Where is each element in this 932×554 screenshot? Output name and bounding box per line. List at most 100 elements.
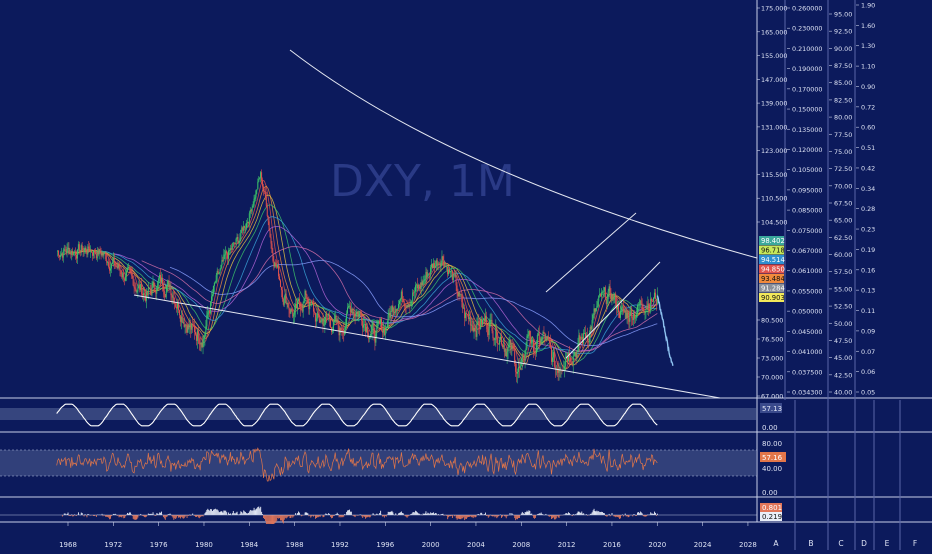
candle-body xyxy=(197,331,198,341)
price-tick-label: 123.000 xyxy=(761,147,787,155)
candle-body xyxy=(571,362,572,363)
candle-body xyxy=(122,273,123,277)
candle-body xyxy=(457,285,458,292)
candle-body xyxy=(286,294,287,304)
candle-body xyxy=(187,326,188,333)
macd-bar xyxy=(184,515,185,518)
macd-bar xyxy=(272,515,273,524)
macd-bar xyxy=(206,510,207,515)
x-tick-label: 1988 xyxy=(286,541,304,549)
macd-bar xyxy=(285,515,286,518)
candle-body xyxy=(325,314,326,317)
x-tick-label: 2012 xyxy=(558,541,576,549)
macd-bar xyxy=(215,509,216,515)
candle-body xyxy=(289,310,290,314)
candle-body xyxy=(203,337,204,339)
candle-body xyxy=(620,311,621,318)
candle-body xyxy=(180,315,181,322)
candle-body xyxy=(165,294,166,297)
candle-body xyxy=(618,304,619,312)
macd-bar xyxy=(617,515,618,517)
candle-body xyxy=(179,310,180,315)
candle-body xyxy=(537,335,538,344)
candle-body xyxy=(407,305,408,307)
macd-bar xyxy=(496,515,497,518)
macd-bar xyxy=(380,511,381,515)
candle-body xyxy=(279,276,280,280)
candle-body xyxy=(288,303,289,307)
macd-bar xyxy=(274,515,275,523)
candle-body xyxy=(355,314,356,317)
macd-bar xyxy=(602,512,603,515)
candle-body xyxy=(408,304,409,307)
scale-tick-label: 95.00 xyxy=(834,11,852,19)
candle-body xyxy=(335,316,336,320)
candle-body xyxy=(362,321,363,328)
candle-body xyxy=(636,315,637,318)
macd-bar xyxy=(362,515,363,518)
candle-body xyxy=(200,344,201,345)
candle-body xyxy=(418,285,419,288)
candle-body xyxy=(256,189,257,190)
macd-bar xyxy=(222,513,223,515)
candle-body xyxy=(529,331,530,336)
macd-bar xyxy=(523,513,524,515)
column-label: B xyxy=(808,539,813,548)
macd-bar xyxy=(310,515,311,518)
macd-bar xyxy=(551,515,552,519)
candle-body xyxy=(567,357,568,361)
scale-tick-label: 1.30 xyxy=(861,42,875,50)
macd-bar xyxy=(533,515,534,518)
candle-body xyxy=(288,307,289,309)
macd-bar xyxy=(594,509,595,515)
price-tick-label: 115.500 xyxy=(761,171,787,179)
candle-body xyxy=(125,276,126,281)
candle-body xyxy=(363,325,364,328)
candle-body xyxy=(313,303,314,311)
candle-body xyxy=(433,263,434,268)
candle-body xyxy=(159,275,160,278)
price-tick-label: 80.500 xyxy=(761,317,783,325)
macd-bar xyxy=(222,511,223,515)
candle-body xyxy=(502,344,503,347)
macd-bar xyxy=(337,513,338,515)
candle-body xyxy=(169,287,170,288)
candle-body xyxy=(101,253,102,255)
macd-bar xyxy=(597,511,598,515)
candle-body xyxy=(132,273,133,276)
candle-body xyxy=(548,337,549,339)
candle-body xyxy=(127,268,128,271)
candle-body xyxy=(415,285,416,291)
candle-body xyxy=(198,331,199,339)
candle-body xyxy=(633,314,634,320)
candle-body xyxy=(453,275,454,280)
candle-body xyxy=(196,334,197,340)
candle-body xyxy=(361,313,362,321)
macd-bar xyxy=(306,512,307,515)
candle-body xyxy=(278,266,279,277)
candle-body xyxy=(517,372,518,374)
candle-body xyxy=(538,333,539,335)
candle-body xyxy=(155,292,156,293)
candle-body xyxy=(280,280,281,287)
candle-body xyxy=(88,247,89,249)
macd-bar xyxy=(514,515,515,518)
candle-body xyxy=(493,338,494,340)
candle-body xyxy=(628,313,629,319)
candle-body xyxy=(69,253,70,254)
candle-body xyxy=(475,328,476,331)
candle-body xyxy=(208,311,209,312)
candle-body xyxy=(432,264,433,268)
candle-body xyxy=(564,366,565,369)
candle-body xyxy=(456,275,457,286)
candle-body xyxy=(105,253,106,260)
macd-bar xyxy=(416,511,417,515)
macd-bar xyxy=(178,515,179,518)
candle-body xyxy=(322,319,323,325)
macd-bar xyxy=(448,515,449,517)
macd-bar xyxy=(480,513,481,515)
candle-body xyxy=(640,301,641,305)
candle-body xyxy=(489,327,490,335)
